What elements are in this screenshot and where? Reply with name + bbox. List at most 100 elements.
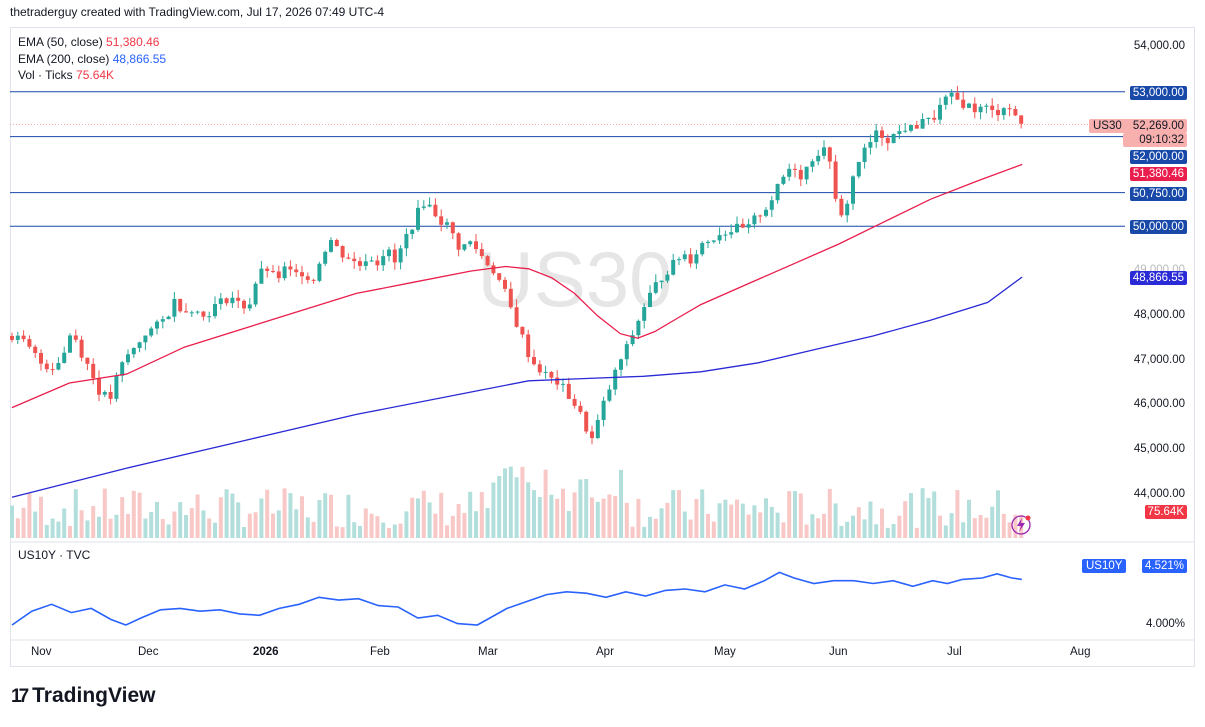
volume-bar bbox=[932, 491, 937, 538]
volume-bar bbox=[619, 469, 623, 538]
candle-body bbox=[317, 263, 322, 281]
candle-body bbox=[972, 103, 977, 113]
volume-bar bbox=[793, 491, 797, 538]
alert-lightning-icon bbox=[1011, 515, 1031, 535]
volume-bar bbox=[682, 511, 687, 538]
volume-bar bbox=[555, 498, 560, 538]
candle-body bbox=[984, 105, 989, 107]
volume-bar bbox=[787, 491, 792, 538]
candle-body bbox=[520, 326, 525, 335]
volume-bar bbox=[851, 515, 855, 538]
legend-volume[interactable]: Vol · Ticks 75.64K bbox=[18, 67, 114, 83]
volume-bar bbox=[410, 497, 415, 538]
candle-body bbox=[909, 125, 913, 131]
candle-body bbox=[73, 335, 78, 340]
y-tick: 46,000.00 bbox=[1133, 398, 1185, 410]
candle-body bbox=[897, 131, 902, 134]
volume-bar bbox=[259, 498, 264, 538]
candle-body bbox=[642, 307, 647, 321]
level-tag-53000[interactable]: 53,000.00 bbox=[1129, 86, 1187, 100]
volume-bar bbox=[642, 526, 647, 538]
candle-body bbox=[456, 233, 461, 250]
volume-bar bbox=[990, 506, 995, 538]
alert-dot-icon bbox=[1025, 515, 1031, 521]
legend-ema200-label: EMA (200, close) bbox=[18, 52, 110, 66]
volume-bar bbox=[897, 515, 902, 538]
volume-bar bbox=[671, 490, 676, 538]
volume-bar bbox=[108, 518, 113, 538]
volume-bar bbox=[949, 513, 954, 538]
volume-bar bbox=[79, 510, 84, 538]
ema200-line bbox=[11, 276, 1023, 498]
volume-bar bbox=[131, 490, 136, 538]
volume-bar bbox=[769, 506, 774, 538]
y-tick: 44,000.00 bbox=[1133, 488, 1185, 500]
volume-bar bbox=[230, 493, 235, 538]
tradingview-logo[interactable]: 17 TradingView bbox=[11, 684, 155, 708]
candle-body bbox=[201, 311, 206, 317]
sub-legend-us10y[interactable]: US10Y · TVC bbox=[18, 548, 91, 562]
candle-body bbox=[584, 411, 589, 432]
candle-body bbox=[967, 103, 971, 108]
legend-ema50[interactable]: EMA (50, close) 51,380.46 bbox=[18, 34, 159, 50]
volume-bar bbox=[33, 511, 38, 538]
candle-body bbox=[555, 377, 560, 385]
x-tick: Jun bbox=[829, 646, 848, 658]
volume-bar bbox=[398, 523, 403, 538]
candle-body bbox=[195, 311, 200, 313]
legend-ema50-label: EMA (50, close) bbox=[18, 35, 103, 49]
us10y-symbol-tag[interactable]: US10Y bbox=[1082, 559, 1127, 573]
candle-body bbox=[276, 271, 281, 279]
volume-bar bbox=[218, 497, 223, 538]
volume-bar bbox=[363, 508, 368, 538]
candle-body bbox=[340, 246, 345, 258]
price-tag[interactable]: 52,269.00 bbox=[1123, 119, 1187, 133]
volume-bar bbox=[694, 499, 699, 538]
candle-body bbox=[932, 117, 937, 120]
volume-bar bbox=[427, 502, 432, 538]
candle-body bbox=[851, 176, 855, 204]
candle-body bbox=[949, 92, 954, 97]
candle-body bbox=[120, 362, 125, 376]
volume-bar bbox=[700, 489, 705, 538]
candle-body bbox=[532, 357, 536, 365]
candle-body bbox=[822, 147, 826, 156]
candle-body bbox=[619, 359, 623, 370]
volume-bar bbox=[711, 521, 716, 538]
chart-header: thetraderguy created with TradingView.co… bbox=[10, 5, 384, 19]
x-tick: Feb bbox=[370, 646, 390, 658]
volume-bar bbox=[149, 511, 154, 538]
volume-bar bbox=[265, 489, 270, 538]
volume-bar bbox=[421, 490, 426, 538]
volume-bar bbox=[276, 510, 281, 538]
candle-body bbox=[798, 169, 803, 180]
volume-bar bbox=[537, 497, 542, 538]
candle-body bbox=[648, 292, 652, 308]
level-tag-50000[interactable]: 50,000.00 bbox=[1129, 220, 1187, 234]
volume-bar bbox=[880, 508, 884, 538]
volume-bar bbox=[978, 514, 983, 538]
x-tick: Apr bbox=[596, 646, 614, 658]
candle-body bbox=[155, 321, 159, 329]
volume-bar bbox=[590, 497, 594, 538]
level-tag-52000[interactable]: 52,000.00 bbox=[1129, 150, 1187, 164]
candle-body bbox=[839, 198, 844, 216]
volume-bar bbox=[613, 495, 618, 538]
volume-bar bbox=[416, 498, 420, 538]
volume-bar bbox=[178, 502, 183, 538]
candle-body bbox=[462, 244, 467, 250]
volume-bar bbox=[885, 527, 890, 538]
volume-bar bbox=[514, 477, 519, 538]
symbol-tag[interactable]: US30 bbox=[1089, 119, 1126, 133]
volume-bar bbox=[27, 492, 32, 538]
volume-bar bbox=[677, 490, 681, 538]
volume-bar bbox=[172, 511, 177, 538]
candle-body bbox=[677, 259, 681, 261]
level-tag-50750[interactable]: 50,750.00 bbox=[1129, 187, 1187, 201]
legend-ema200[interactable]: EMA (200, close) 48,866.55 bbox=[18, 51, 166, 67]
candle-body bbox=[566, 383, 571, 399]
volume-bar bbox=[810, 514, 815, 538]
volume-bar bbox=[584, 478, 589, 538]
candle-body bbox=[787, 168, 792, 177]
